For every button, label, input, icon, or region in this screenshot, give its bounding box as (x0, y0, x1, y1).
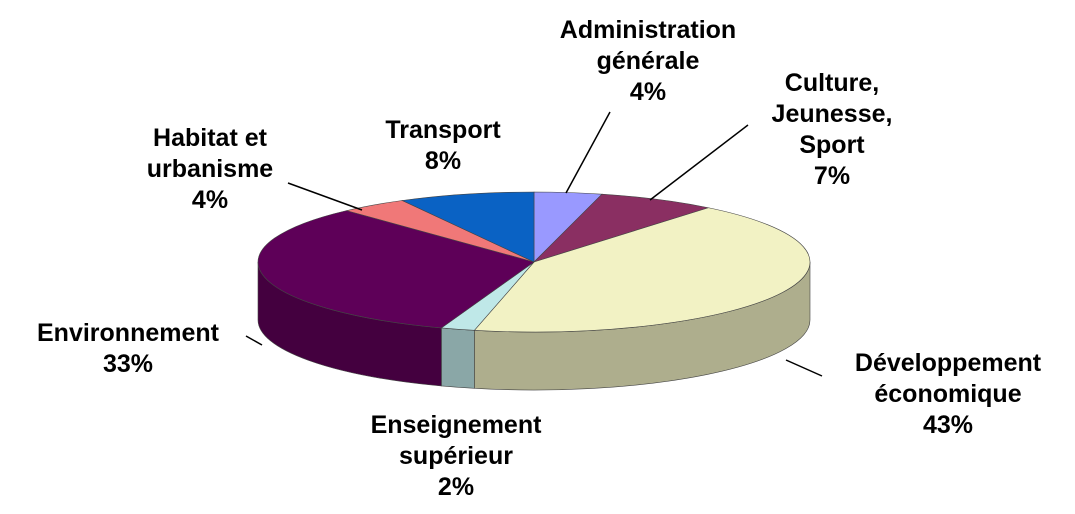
slice-label: Transport 8% (385, 115, 500, 177)
slice (257, 210, 535, 329)
leader-line (245, 335, 263, 346)
leader-line (565, 111, 611, 194)
slice-label: Développement économique 43% (855, 348, 1041, 441)
category-label: Habitat et urbanisme (146, 124, 274, 183)
value-label: 43% (922, 411, 974, 439)
value-label: 8% (424, 147, 462, 175)
value-label: 7% (813, 162, 851, 190)
leader-line (649, 124, 749, 201)
category-label: Transport (385, 116, 501, 144)
category-label: Culture, Jeunesse, Sport (771, 69, 893, 159)
leader-line (785, 359, 823, 377)
slice (401, 191, 535, 263)
slice (473, 207, 811, 333)
value-label: 4% (191, 186, 229, 214)
category-label: Enseignement supérieur (370, 411, 542, 470)
slice-side (441, 327, 475, 389)
slice (533, 193, 709, 263)
slice-label: Culture, Jeunesse, Sport 7% (772, 68, 893, 192)
category-label: Développement économique (854, 349, 1042, 408)
category-label: Environnement (37, 319, 219, 347)
slice-label: Environnement 33% (37, 318, 219, 380)
slice-label: Habitat et urbanisme 4% (147, 123, 273, 216)
value-label: 33% (102, 350, 154, 378)
value-label: 4% (629, 78, 667, 106)
category-label: Administration générale (559, 16, 737, 75)
slice-label: Enseignement supérieur 2% (371, 410, 542, 503)
slice-label: Administration générale 4% (560, 15, 736, 108)
value-label: 2% (437, 473, 475, 501)
leader-line (287, 182, 363, 211)
